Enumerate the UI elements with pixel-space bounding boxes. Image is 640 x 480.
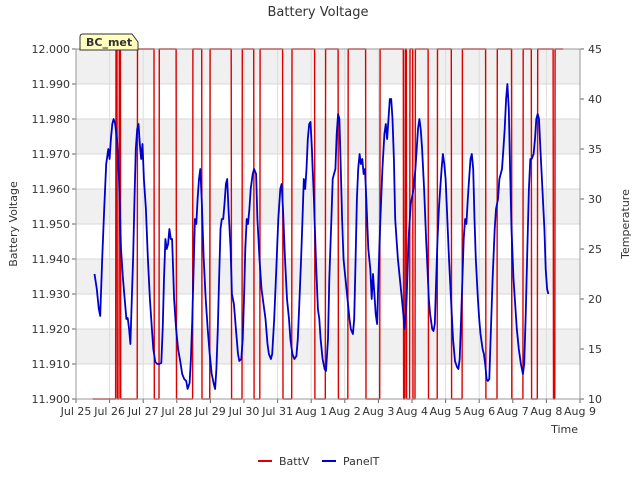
y-tick-label: 11.960	[32, 183, 71, 196]
plot-band	[76, 119, 580, 154]
y2-tick-label: 25	[588, 243, 602, 256]
plot-band	[76, 84, 580, 119]
y2-tick-label: 45	[588, 43, 602, 56]
y-tick-label: 11.930	[32, 288, 71, 301]
y-tick-label: 11.990	[32, 78, 71, 91]
station-label: BC_met	[86, 36, 132, 49]
plot-band	[76, 364, 580, 399]
x-axis-label: Time	[550, 423, 578, 436]
x-tick-label: Aug 8	[530, 405, 562, 418]
x-tick-label: Aug 1	[295, 405, 327, 418]
y-tick-label: 11.950	[32, 218, 71, 231]
x-tick-label: Jul 31	[261, 405, 293, 418]
x-tick-label: Jul 30	[228, 405, 260, 418]
y2-axis-label: Temperature	[619, 189, 632, 260]
y-tick-label: 11.900	[32, 393, 71, 406]
x-tick-label: Jul 25	[60, 405, 92, 418]
plot-frame	[75, 48, 581, 400]
y-tick-label: 12.000	[32, 43, 71, 56]
x-tick-label: Aug 7	[497, 405, 529, 418]
series-line-battv	[92, 48, 564, 400]
axes: 11.900 11.910 11.920 11.930 11.940 11.950 11.9…	[32, 43, 603, 418]
y-tick-label: 11.940	[32, 253, 71, 266]
y2-tick-label: 15	[588, 343, 602, 356]
y2-tick-label: 40	[588, 93, 602, 106]
series-lines	[92, 48, 564, 400]
y-tick-label: 11.920	[32, 323, 71, 336]
y2-tick-label: 20	[588, 293, 602, 306]
x-tick-label: Aug 4	[396, 405, 428, 418]
series-line-panelt	[93, 83, 550, 390]
x-tick-label: Jul 27	[127, 405, 159, 418]
x-tick-label: Aug 5	[430, 405, 462, 418]
plot-band	[76, 224, 580, 259]
y2-tick-label: 35	[588, 143, 602, 156]
plot-band	[76, 259, 580, 294]
x-tick-label: Aug 3	[362, 405, 394, 418]
legend-label-battv: BattV	[279, 455, 310, 468]
x-tick-label: Aug 9	[564, 405, 596, 418]
x-tick-label: Jul 29	[194, 405, 226, 418]
y2-tick-label: 30	[588, 193, 602, 206]
legend-label-panelt: PanelT	[343, 455, 380, 468]
y-tick-label: 11.980	[32, 113, 71, 126]
y2-tick-label: 10	[588, 393, 602, 406]
plot-band	[76, 189, 580, 224]
y-axis-label: Battery Voltage	[7, 181, 20, 267]
station-label-badge: BC_met	[79, 33, 139, 51]
x-tick-label: Jul 26	[93, 405, 125, 418]
y-tick-label: 11.910	[32, 358, 71, 371]
x-tick-label: Aug 2	[329, 405, 361, 418]
x-tick-label: Aug 6	[463, 405, 495, 418]
legend: BattV PanelT	[258, 455, 380, 468]
y-tick-label: 11.970	[32, 148, 71, 161]
chart-title: Battery Voltage	[267, 5, 368, 20]
x-tick-label: Jul 28	[160, 405, 192, 418]
plot-band	[76, 154, 580, 189]
plot-band	[76, 49, 580, 84]
